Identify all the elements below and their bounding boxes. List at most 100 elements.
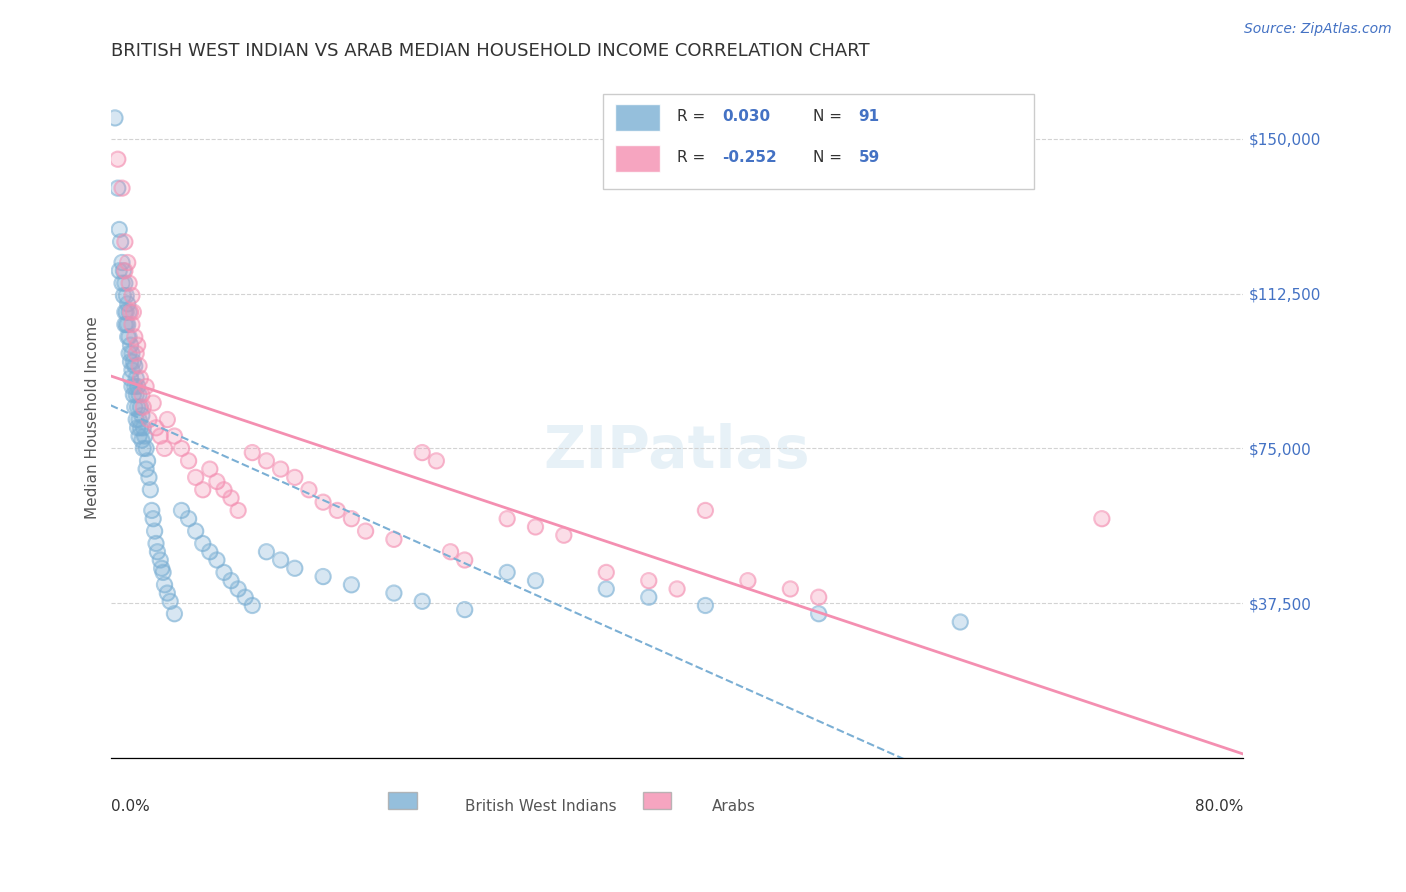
Point [124,379,146,393]
Point [121,379,143,393]
Point [135,442,157,456]
Point [104,111,127,125]
Point [340,512,363,526]
Point [108,222,131,236]
Point [163,429,186,443]
Point [111,181,134,195]
Point [125,371,148,385]
Point [219,491,242,505]
Point [233,591,256,605]
Point [118,346,141,360]
Point [122,354,145,368]
Point [131,388,153,402]
Point [136,454,159,468]
Point [949,615,972,629]
Point [141,503,163,517]
Point [122,388,145,402]
Text: 0.030: 0.030 [723,109,770,124]
Point [340,578,363,592]
Point [153,442,176,456]
Point [454,553,477,567]
Point [120,305,142,319]
Point [125,388,148,402]
Point [143,524,166,538]
Point [112,288,135,302]
Point [312,495,335,509]
Point [107,153,129,167]
Point [121,288,143,302]
Point [439,545,461,559]
Point [129,421,152,435]
Point [135,379,157,393]
Bar [614,103,659,131]
Point [149,553,172,567]
Point [205,553,228,567]
Point [177,454,200,468]
Point [184,524,207,538]
Point [170,503,193,517]
Point [132,442,155,456]
Text: Source: ZipAtlas.com: Source: ZipAtlas.com [1244,22,1392,37]
Point [177,512,200,526]
Point [125,371,148,385]
Point [135,442,157,456]
Point [411,594,433,608]
Text: -0.252: -0.252 [723,150,778,164]
Point [695,599,717,613]
Point [270,553,292,567]
Point [595,566,617,580]
Point [114,264,136,278]
Point [205,553,228,567]
Point [191,483,214,497]
Point [382,586,405,600]
Text: British West Indians: British West Indians [465,799,617,814]
Point [135,462,157,476]
Point [128,359,150,373]
Point [226,503,249,517]
Point [139,483,162,497]
Point [129,371,152,385]
Point [111,276,134,290]
Point [312,569,335,583]
Point [121,318,143,332]
Point [128,429,150,443]
Point [153,578,176,592]
Point [142,512,165,526]
Point [666,582,689,596]
Point [129,371,152,385]
Point [118,276,141,290]
Point [454,602,477,616]
Point [496,566,519,580]
Point [124,359,146,373]
Point [240,445,263,459]
Point [124,400,146,414]
Point [949,615,972,629]
Point [132,400,155,414]
Point [136,454,159,468]
Point [163,429,186,443]
Point [411,445,433,459]
Point [340,512,363,526]
Text: R =: R = [678,150,710,164]
Point [198,545,221,559]
Point [524,520,547,534]
Point [120,371,142,385]
Point [496,512,519,526]
Point [240,599,263,613]
Point [595,566,617,580]
Point [115,305,138,319]
Point [145,421,167,435]
Point [127,379,149,393]
Text: N =: N = [813,109,846,124]
Point [737,574,759,588]
Point [205,475,228,489]
Point [524,520,547,534]
Point [695,599,717,613]
Point [118,346,141,360]
Point [142,512,165,526]
Point [145,536,167,550]
Point [595,582,617,596]
Point [128,388,150,402]
Point [737,574,759,588]
Point [807,591,830,605]
